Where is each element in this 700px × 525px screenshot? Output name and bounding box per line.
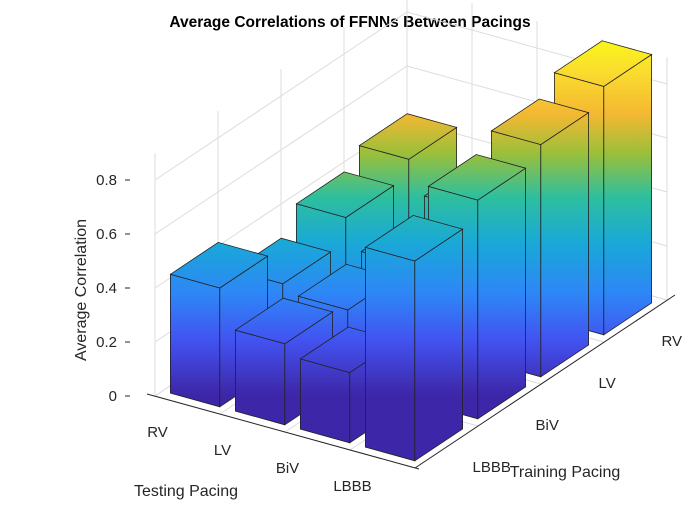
- training-axis-label: Training Pacing: [510, 464, 621, 481]
- bar-face-right: [414, 228, 464, 462]
- training-tick-label: BiV: [536, 417, 559, 434]
- bar: [364, 214, 464, 462]
- bar-face-right: [477, 167, 526, 420]
- training-tick-label: RV: [662, 333, 683, 350]
- bar-face-top: [490, 98, 590, 146]
- bar-face-right: [540, 111, 589, 378]
- chart-title: Average Correlations of FFNNs Between Pa…: [169, 14, 531, 31]
- bar-face-left: [364, 246, 416, 462]
- bar-face-top: [358, 113, 458, 160]
- testing-tick-label: RV: [147, 424, 168, 441]
- bar-face-top: [169, 241, 269, 289]
- training-axis-line: [414, 294, 676, 469]
- z-tick-label: 0.4: [96, 280, 117, 297]
- bar-face-top: [427, 154, 527, 201]
- z-tick-label: 0.2: [96, 334, 117, 351]
- testing-tick-label: LV: [214, 442, 231, 459]
- training-tick-label: LV: [599, 375, 616, 392]
- bar-face-left: [234, 329, 286, 426]
- bar-face-top: [295, 171, 395, 218]
- z-axis-label: Average Correlation: [73, 219, 90, 361]
- testing-axis-label: Testing Pacing: [134, 483, 238, 500]
- testing-tick-label: BiV: [276, 460, 299, 477]
- bar-face-left: [169, 273, 221, 408]
- bars: [169, 40, 653, 462]
- axis-labels: 0 0.2 0.4 0.6 0.8 RV LV BiV LBBB LBBB BiV LV RV Testi…: [73, 172, 682, 500]
- bar-face-left: [299, 358, 351, 444]
- bar-face-top: [234, 297, 334, 345]
- z-tick-label: 0.6: [96, 226, 117, 243]
- z-tick-label: 0: [109, 388, 117, 405]
- testing-axis-line: [146, 393, 420, 470]
- bar-face-right: [603, 53, 652, 336]
- bar-face-top: [364, 214, 464, 262]
- training-tick-label: LBBB: [473, 459, 511, 476]
- z-tick-label: 0.8: [96, 172, 117, 189]
- bar-face-top: [553, 40, 653, 87]
- testing-tick-label: LBBB: [333, 478, 371, 495]
